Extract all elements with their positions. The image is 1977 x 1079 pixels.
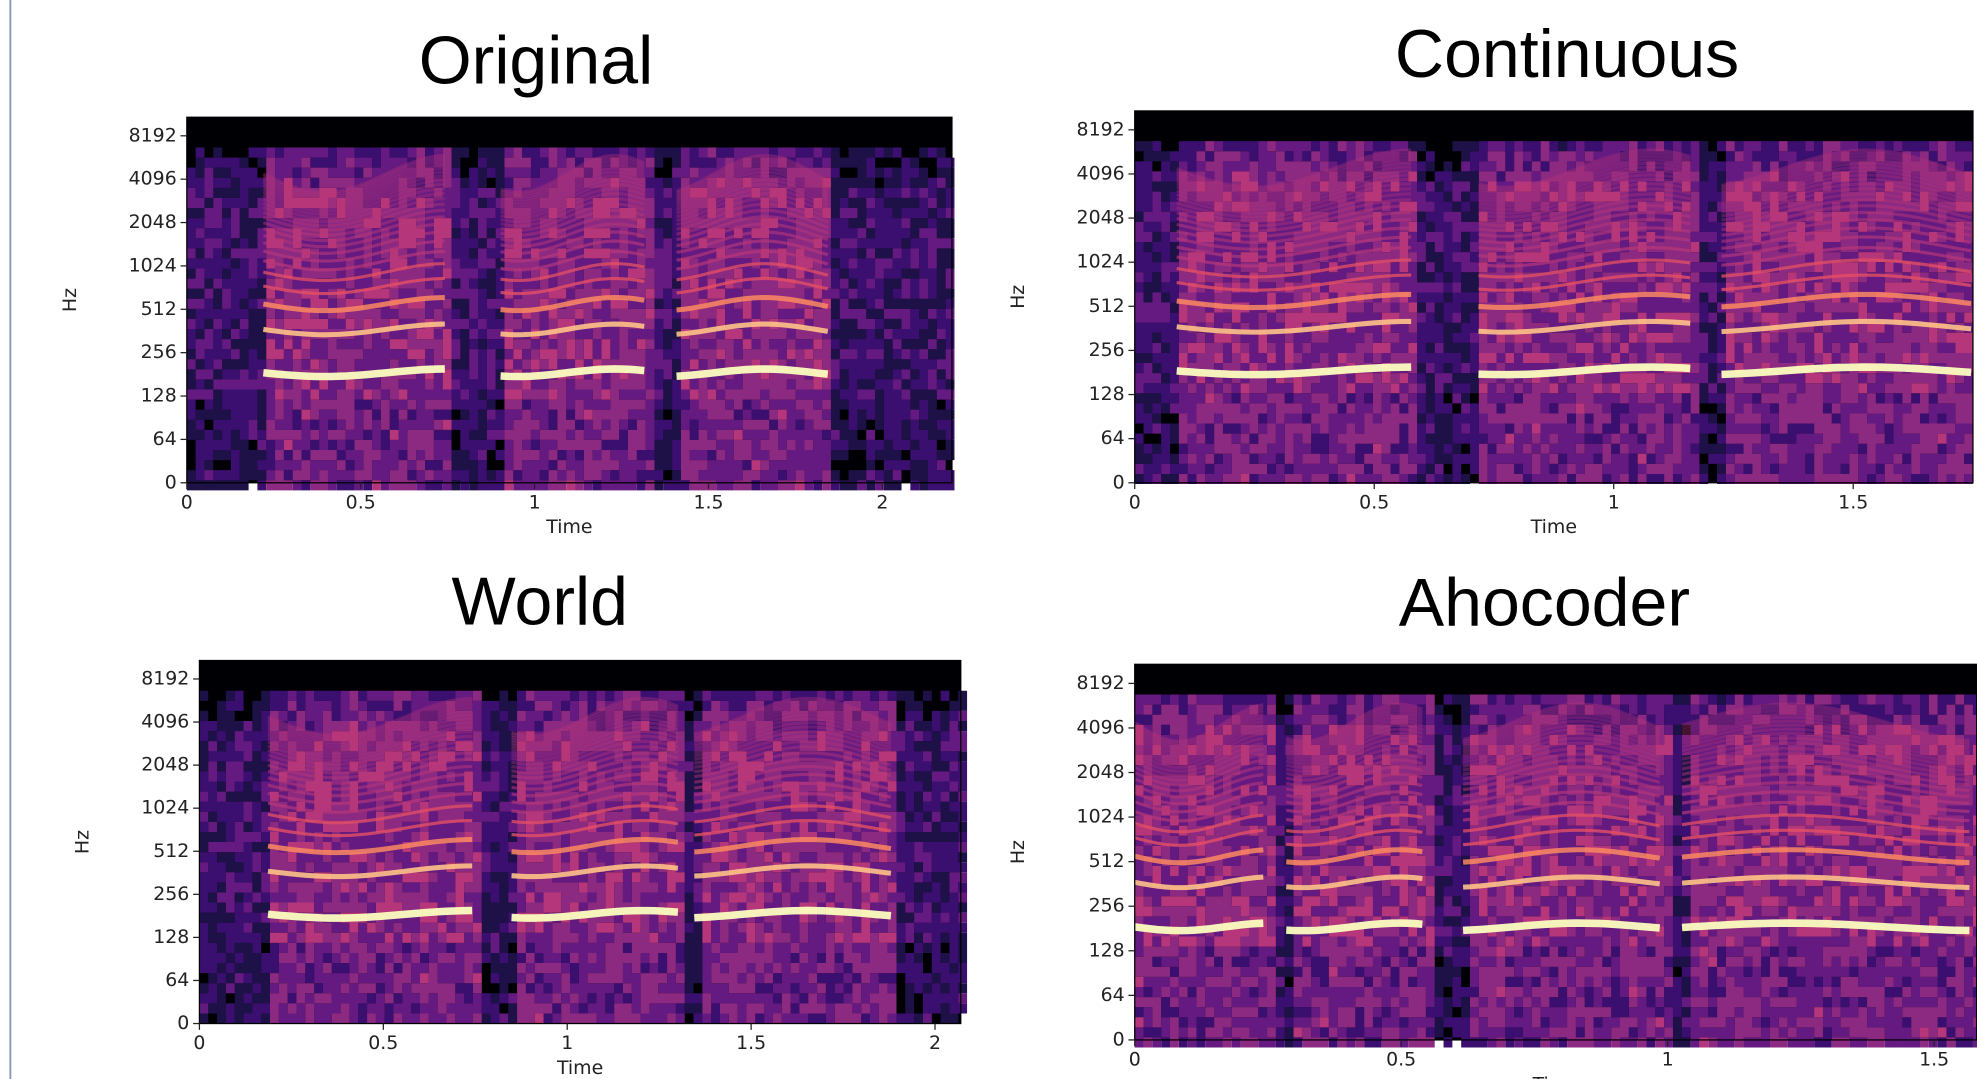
y-tick-label: 0 [165,471,177,493]
y-tick-label: 0 [177,1012,189,1034]
x-axis-label: Time [1532,1073,1579,1079]
figure: Original 0 64 128 256 512 1024 2048 4096 8192 0 0.5… [0,0,1977,1079]
y-tick-label: 4096 [129,168,177,190]
y-tick-label: 512 [1089,850,1125,872]
x-tick-label: 0 [193,1032,205,1054]
y-tick-label: 2048 [141,754,189,776]
y-axis-label: Hz [59,288,81,312]
y-tick-label: 64 [1101,984,1125,1006]
x-axis-label: Time [556,1057,603,1079]
y-tick-label: 64 [153,428,177,450]
y-tick-label: 4096 [1077,162,1125,184]
x-tick-label: 0.5 [1386,1049,1416,1071]
y-tick-label: 4096 [1077,716,1125,738]
x-tick-label: 1.5 [1919,1049,1949,1071]
y-tick-label: 128 [1089,939,1125,961]
y-tick-label: 0 [1113,1028,1125,1050]
x-tick-label: 2 [929,1032,941,1054]
y-tick-label: 128 [153,926,189,948]
x-tick-label: 0 [1129,1049,1141,1071]
x-axis-label: Time [1530,516,1577,538]
x-tick-label: 0 [1129,491,1141,513]
panel-title: Continuous [1395,16,1739,92]
y-tick-label: 256 [1089,895,1125,917]
y-tick-label: 8192 [1077,672,1125,694]
y-tick-label: 512 [1089,295,1125,317]
y-tick-label: 64 [1101,427,1125,449]
x-tick-label: 1 [1608,491,1620,513]
x-tick-label: 0.5 [1359,491,1389,513]
y-tick-label: 512 [141,298,177,320]
y-tick-label: 256 [1089,339,1125,361]
y-tick-label: 256 [141,341,177,363]
x-tick-label: 1 [1662,1049,1674,1071]
y-tick-label: 4096 [141,711,189,733]
x-tick-label: 1.5 [736,1032,766,1054]
y-axis-label: Hz [1007,840,1029,864]
y-tick-label: 8192 [129,124,177,146]
y-tick-label: 1024 [141,797,189,819]
spectrogram-panel: Original 0 64 128 256 512 1024 2048 4096 8192 0 0.5… [59,23,955,539]
y-tick-label: 64 [165,969,189,991]
x-axis-label: Time [545,516,592,538]
spectrogram-panel: Continuous 0 64 128 256 512 1024 2048 4096 8192 0 0… [1007,16,1973,538]
panel-title: World [452,563,628,639]
y-tick-label: 2048 [1077,761,1125,783]
panel-title: Ahocoder [1399,565,1690,641]
y-tick-label: 1024 [1077,251,1125,273]
y-tick-label: 0 [1113,471,1125,493]
x-tick-label: 1 [561,1032,573,1054]
panel-title: Original [419,23,653,99]
spectrogram-panel: World 0 64 128 256 512 1024 2048 4096 8192 0 0.5 1 1.… [71,563,967,1079]
y-tick-label: 256 [153,883,189,905]
x-tick-label: 0.5 [346,491,376,513]
page: {"chart_data": [ {"type": "spectrogram",… [0,0,1977,1079]
x-tick-label: 1.5 [1838,491,1868,513]
x-tick-label: 0 [181,491,193,513]
y-tick-label: 8192 [1077,118,1125,140]
y-tick-label: 8192 [141,667,189,689]
x-tick-label: 1.5 [693,491,723,513]
y-tick-label: 512 [153,840,189,862]
x-tick-label: 0.5 [368,1032,398,1054]
y-axis-label: Hz [1007,285,1029,309]
y-axis-label: Hz [71,830,93,854]
spectrogram-panel: Ahocoder 0 64 128 256 512 1024 2048 4096 8192 0 0.5… [1007,565,1977,1079]
x-tick-label: 1 [529,491,541,513]
y-tick-label: 128 [1089,383,1125,405]
y-tick-label: 1024 [129,254,177,276]
y-tick-label: 2048 [129,211,177,233]
y-tick-label: 128 [141,385,177,407]
x-tick-label: 2 [876,491,888,513]
y-tick-label: 2048 [1077,207,1125,229]
y-tick-label: 1024 [1077,806,1125,828]
